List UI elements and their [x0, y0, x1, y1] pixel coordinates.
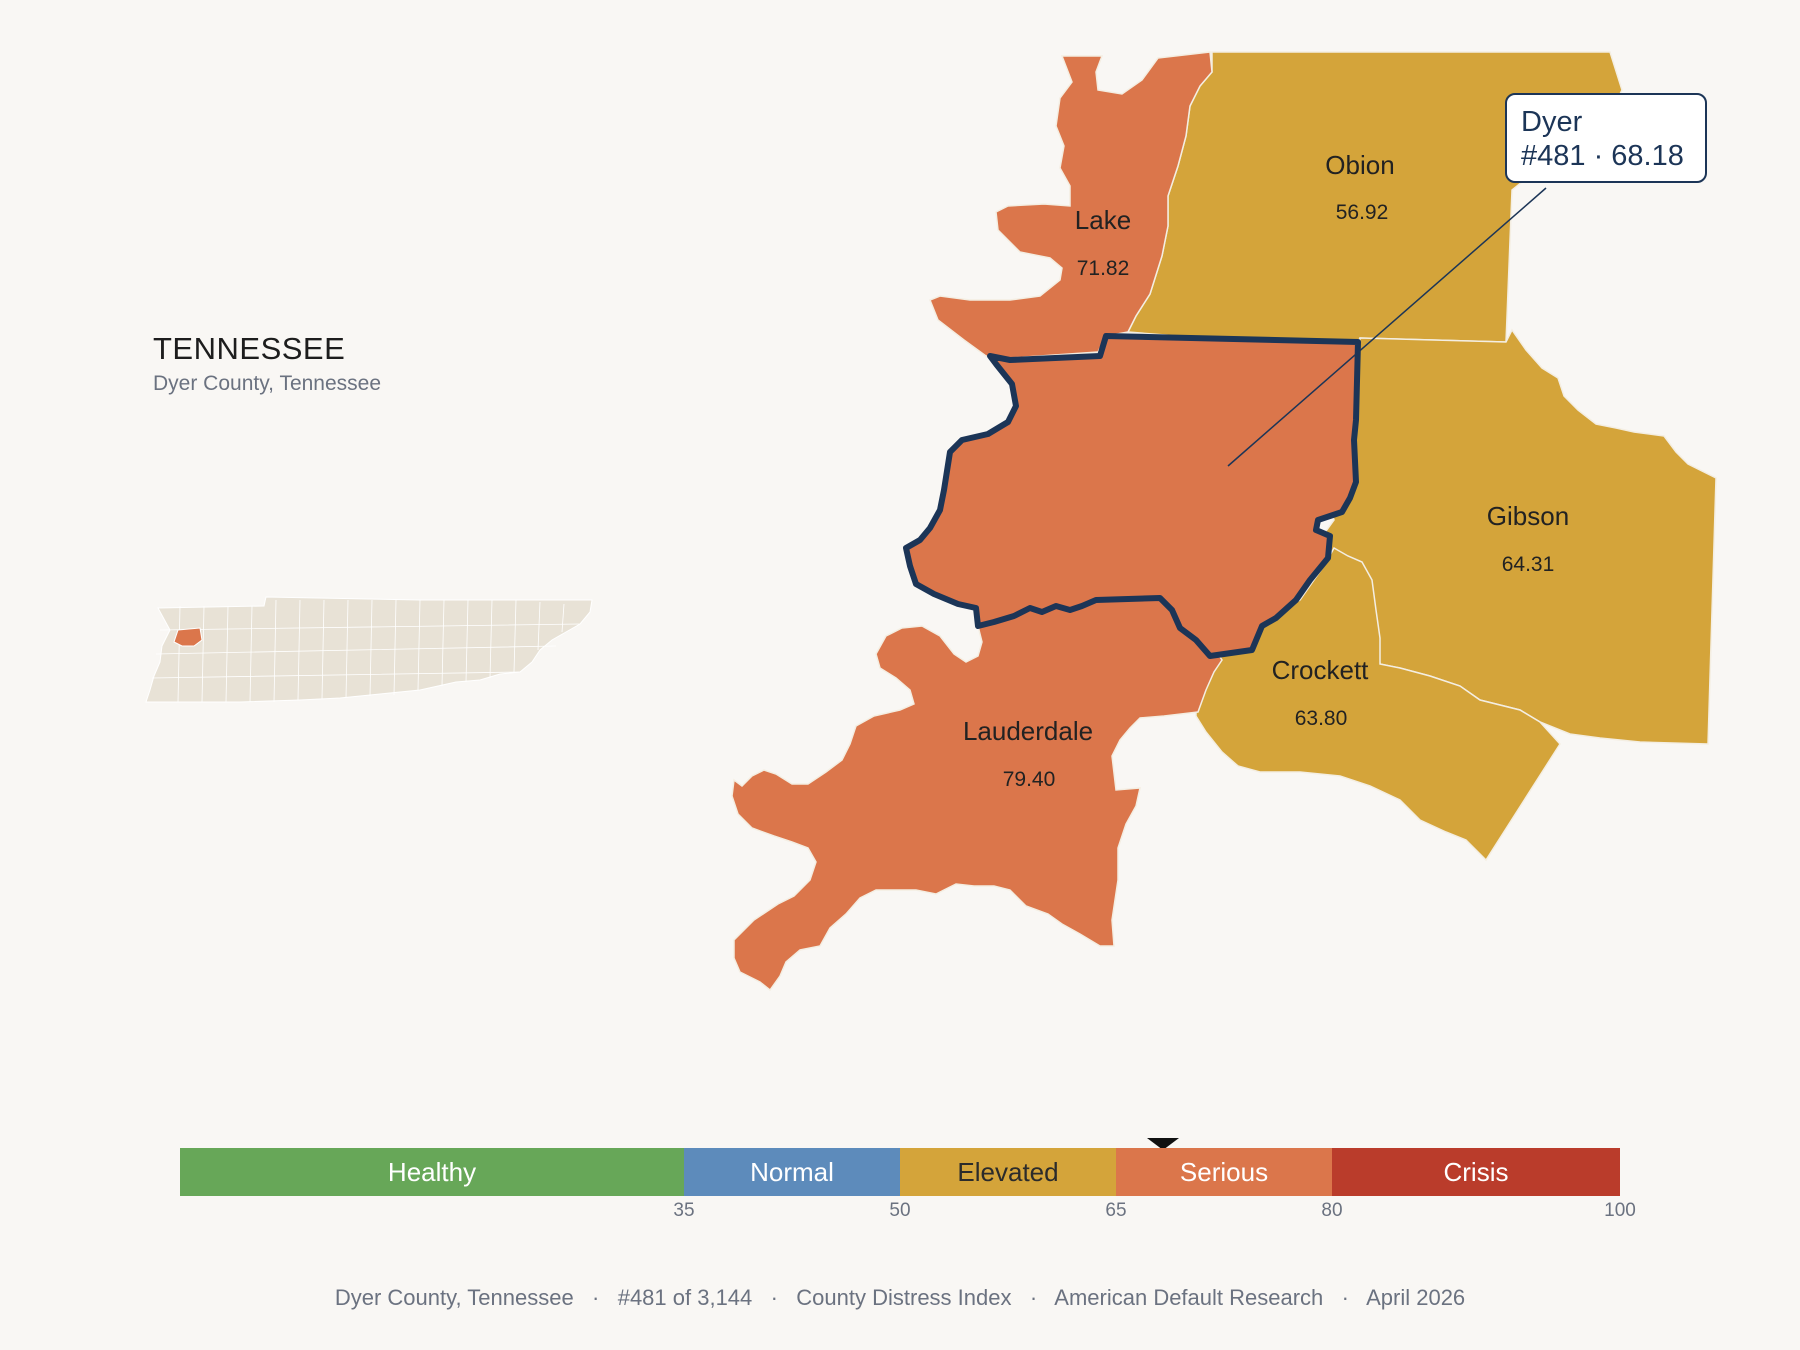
- county-label-obion: Obion: [1325, 150, 1394, 180]
- scale-tick-65: 65: [1105, 1200, 1127, 1221]
- footer-date: April 2026: [1366, 1285, 1466, 1310]
- callout-leader-line: [1227, 187, 1547, 467]
- county-score-obion: 56.92: [1336, 201, 1389, 224]
- footer-source: American Default Research: [1054, 1285, 1324, 1310]
- county-lauderdale[interactable]: [731, 597, 1223, 992]
- scale-segment-normal: Normal: [684, 1148, 900, 1196]
- state-subtitle: Dyer County, Tennessee: [153, 372, 382, 395]
- callout-rank-score: #481 · 68.18: [1521, 140, 1684, 172]
- scale-tick-35: 35: [673, 1200, 695, 1221]
- state-title: TENNESSEE: [153, 331, 346, 366]
- scale-segment-healthy: Healthy: [180, 1148, 684, 1196]
- inset-county-grid: [151, 599, 581, 703]
- footer-county: Dyer County, Tennessee: [334, 1285, 574, 1310]
- scale-segment-elevated: Elevated: [900, 1148, 1116, 1196]
- scale-tick-50: 50: [889, 1200, 911, 1221]
- county-callout: Dyer #481 · 68.18: [1505, 93, 1707, 183]
- footer-rank: #481 of 3,144: [617, 1285, 753, 1310]
- county-lake[interactable]: [929, 51, 1213, 359]
- county-label-gibson: Gibson: [1487, 501, 1569, 531]
- score-marker-icon: [1147, 1138, 1179, 1150]
- inset-dyer-highlight: [173, 627, 203, 647]
- scale-segment-serious: Serious: [1116, 1148, 1332, 1196]
- scale-tick-80: 80: [1321, 1200, 1343, 1221]
- footer-caption: Dyer County, Tennessee · #481 of 3,144 ·…: [334, 1285, 1466, 1310]
- county-dyer[interactable]: [903, 333, 1361, 659]
- county-score-gibson: 64.31: [1502, 553, 1555, 576]
- county-score-lauderdale: 79.40: [1003, 768, 1056, 791]
- distress-scale-bar: Healthy Normal Elevated Serious Crisis: [180, 1148, 1620, 1196]
- scale-segment-crisis: Crisis: [1332, 1148, 1620, 1196]
- scale-tick-100: 100: [1604, 1200, 1636, 1221]
- county-label-lake: Lake: [1075, 205, 1131, 235]
- footer-index-name: County Distress Index: [796, 1285, 1012, 1310]
- county-score-lake: 71.82: [1077, 257, 1130, 280]
- tennessee-inset-map: [145, 596, 593, 703]
- county-score-crockett: 63.80: [1295, 707, 1348, 730]
- callout-county-name: Dyer: [1521, 106, 1583, 138]
- county-label-lauderdale: Lauderdale: [963, 716, 1093, 746]
- county-label-crockett: Crockett: [1272, 655, 1370, 685]
